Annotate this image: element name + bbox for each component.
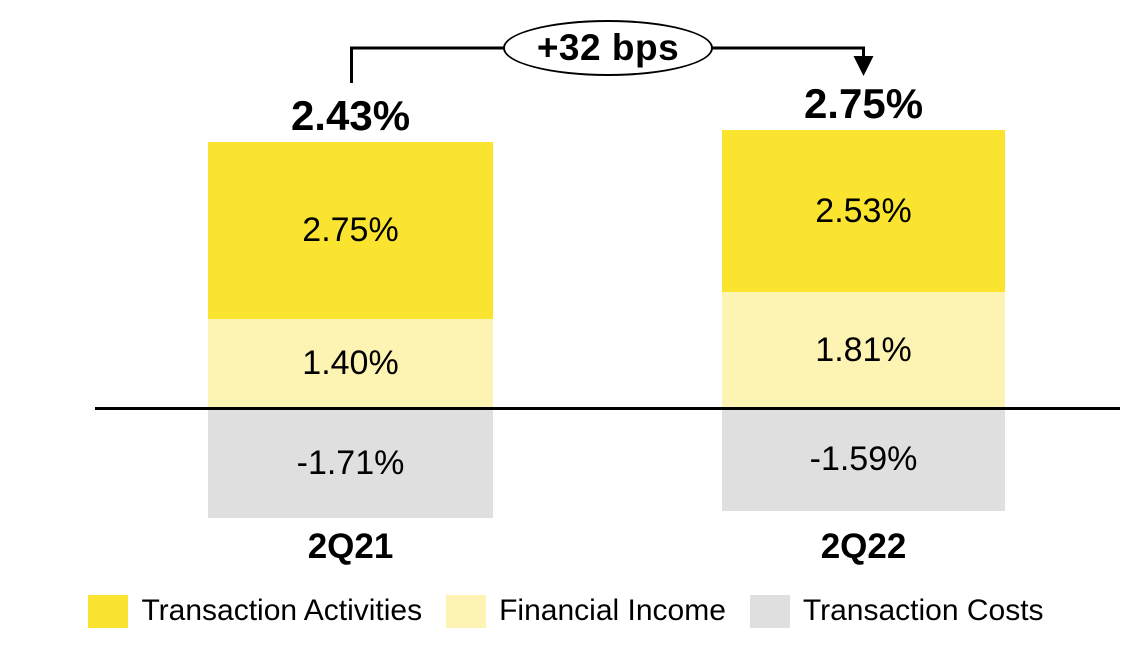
- legend-item-financial-income: Financial Income: [446, 594, 726, 628]
- legend-label: Financial Income: [499, 594, 726, 627]
- segment-value-label: 2.53%: [815, 191, 912, 230]
- segment-value-label: 1.81%: [815, 330, 912, 369]
- legend-swatch-financial-income: [446, 594, 487, 628]
- bar-2q22: 2.75% 2.53% 1.81% -1.59% 2Q22: [722, 0, 1005, 660]
- segment-value-label: -1.59%: [809, 440, 918, 479]
- legend-swatch-transaction-activities: [88, 594, 129, 628]
- category-label-2q21: 2Q21: [307, 527, 394, 566]
- legend-item-transaction-activities: Transaction Activities: [88, 594, 422, 628]
- total-label-2q21: 2.43%: [290, 92, 411, 140]
- segment-value-label: -1.71%: [296, 443, 405, 482]
- legend-swatch-transaction-costs: [749, 594, 790, 628]
- bar-2q21: 2.43% 2.75% 1.40% -1.71% 2Q21: [208, 0, 493, 660]
- change-badge: +32 bps: [503, 20, 713, 76]
- legend-label: Transaction Costs: [802, 594, 1044, 627]
- segment-value-label: 2.75%: [302, 210, 399, 249]
- segment-financial-income-2q21: 1.40%: [208, 318, 493, 409]
- zero-axis-line: [95, 407, 1120, 410]
- segment-transaction-activities-2q21: 2.75%: [208, 142, 493, 319]
- segment-transaction-activities-2q22: 2.53%: [722, 129, 1005, 293]
- change-badge-label: +32 bps: [536, 27, 680, 68]
- category-label-2q22: 2Q22: [820, 527, 907, 566]
- segment-transaction-costs-2q22: -1.59%: [722, 408, 1005, 511]
- segment-transaction-costs-2q21: -1.71%: [208, 408, 493, 519]
- legend: Transaction Activities Financial Income …: [0, 594, 1132, 628]
- total-label-2q22: 2.75%: [803, 79, 924, 127]
- segment-financial-income-2q22: 1.81%: [722, 292, 1005, 409]
- legend-item-transaction-costs: Transaction Costs: [749, 594, 1044, 628]
- segment-value-label: 1.40%: [302, 344, 399, 383]
- legend-label: Transaction Activities: [141, 594, 423, 627]
